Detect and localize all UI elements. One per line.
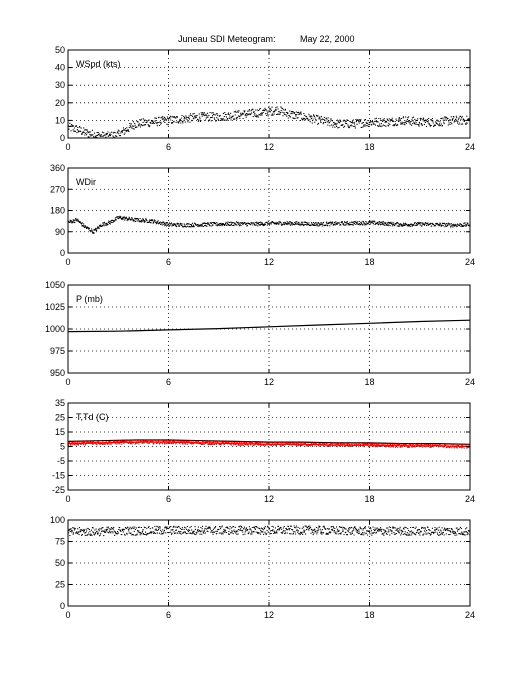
panel-label: WSpd (kts) [76, 59, 121, 69]
x-tick-label: 0 [65, 257, 70, 267]
x-tick-label: 12 [264, 257, 274, 267]
y-tick-label: 5 [60, 442, 65, 452]
y-tick-label: 1025 [45, 302, 65, 312]
x-tick-label: 0 [65, 142, 70, 152]
x-tick-label: 6 [166, 257, 171, 267]
y-tick-label: 35 [55, 398, 65, 408]
panel-5: 0 6 12 18 24 0 25 50 75 100 [50, 515, 475, 620]
x-tick-label: 0 [65, 494, 70, 504]
series-layer [68, 319, 470, 333]
x-tick-label: 24 [465, 610, 475, 620]
panel-2: 0 6 12 18 24 0 90 180 270 360 WDir [50, 163, 475, 267]
x-tick-label: 24 [465, 377, 475, 387]
series-layer [68, 439, 470, 449]
x-tick-label: 24 [465, 257, 475, 267]
y-tick-label: 0 [60, 133, 65, 143]
panel-label: P (mb) [76, 294, 103, 304]
panel-1: 0 6 12 18 24 0 10 20 30 40 50 WSpd (kts) [55, 45, 475, 152]
x-tick-label: 0 [65, 610, 70, 620]
x-tick-label: 12 [264, 142, 274, 152]
y-tick-label: 975 [50, 346, 65, 356]
y-tick-label: 950 [50, 368, 65, 378]
series-line-1 [68, 439, 470, 445]
series-points-2 [68, 439, 470, 449]
series-layer [68, 525, 470, 537]
x-tick-label: 12 [264, 377, 274, 387]
x-tick-label: 24 [465, 494, 475, 504]
y-tick-label: 0 [60, 601, 65, 611]
y-tick-label: 1050 [45, 280, 65, 290]
y-tick-label: -15 [52, 471, 65, 481]
x-tick-label: 18 [364, 377, 374, 387]
x-tick-label: 6 [166, 494, 171, 504]
y-tick-label: 0 [60, 248, 65, 258]
x-tick-label: 6 [166, 377, 171, 387]
x-tick-label: 12 [264, 610, 274, 620]
y-tick-label: 180 [50, 206, 65, 216]
x-tick-label: 6 [166, 610, 171, 620]
panel-3: 0 6 12 18 24 950 975 1000 1025 1050 P (mb) [45, 280, 475, 387]
title-date: May 22, 2000 [300, 34, 355, 44]
series-line-1 [68, 319, 470, 333]
y-tick-label: 100 [50, 515, 65, 525]
x-tick-label: 18 [364, 610, 374, 620]
x-tick-label: 0 [65, 377, 70, 387]
y-tick-label: 90 [55, 227, 65, 237]
x-tick-label: 18 [364, 142, 374, 152]
y-tick-label: 360 [50, 163, 65, 173]
series-points-1 [68, 215, 470, 234]
y-tick-label: -25 [52, 485, 65, 495]
y-tick-label: 40 [55, 63, 65, 73]
x-tick-label: 12 [264, 494, 274, 504]
y-tick-label: 10 [55, 115, 65, 125]
title-station: Juneau SDI Meteogram: [178, 34, 276, 44]
x-tick-label: 18 [364, 494, 374, 504]
figure-title: Juneau SDI Meteogram: May 22, 2000 [178, 34, 355, 44]
y-tick-label: 20 [55, 98, 65, 108]
series-layer [68, 106, 470, 138]
y-tick-label: 270 [50, 184, 65, 194]
y-tick-label: 75 [55, 537, 65, 547]
y-tick-label: 15 [55, 427, 65, 437]
panel-label: WDir [76, 177, 96, 187]
panel-label: T,Td (C) [76, 412, 109, 422]
x-tick-label: 6 [166, 142, 171, 152]
y-tick-label: -5 [57, 456, 65, 466]
series-points-1 [68, 525, 470, 537]
y-tick-label: 50 [55, 45, 65, 55]
y-tick-label: 25 [55, 413, 65, 423]
y-tick-label: 1000 [45, 324, 65, 334]
panel-4: 0 6 12 18 24 -25 -15 -5 5 15 25 35 T,Td (C) [52, 398, 475, 504]
series-layer [68, 215, 470, 234]
y-tick-label: 30 [55, 80, 65, 90]
x-tick-label: 18 [364, 257, 374, 267]
y-tick-label: 25 [55, 580, 65, 590]
y-tick-label: 50 [55, 558, 65, 568]
x-tick-label: 24 [465, 142, 475, 152]
series-points-1 [68, 106, 470, 138]
